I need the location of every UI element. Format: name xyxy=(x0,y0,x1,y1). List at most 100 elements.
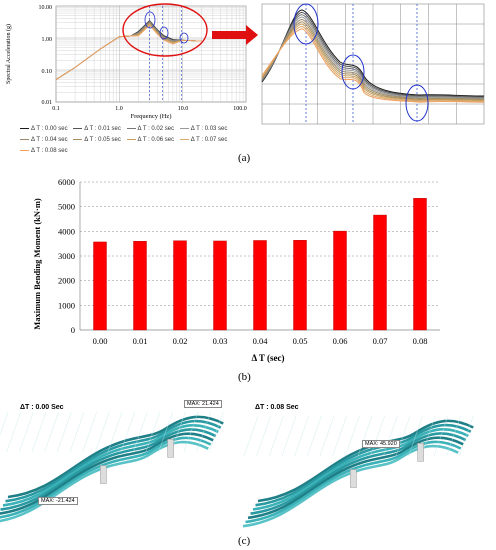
panel-b-label: (b) xyxy=(238,371,251,383)
bar-xticks: 0.00 0.01 0.02 0.03 0.04 0.05 0.06 0.07 0.08 xyxy=(93,336,428,346)
cross-beam xyxy=(120,411,135,453)
zoomed-spectrum-plot xyxy=(261,3,485,125)
bar-0.04 xyxy=(253,240,267,331)
bridge-model-right xyxy=(242,415,474,528)
legend-item: Δ T : 0.00 sec xyxy=(20,124,68,135)
zoom-region-circle xyxy=(122,3,208,57)
bar-ytick-label: 6000 xyxy=(58,177,75,187)
pier xyxy=(417,443,424,462)
cross-beam xyxy=(44,411,59,453)
ytick-01: 0.10 xyxy=(42,69,53,75)
girder xyxy=(252,427,469,511)
bar-yticks: 0 1000 2000 3000 4000 5000 6000 xyxy=(58,177,75,335)
bar-0.07 xyxy=(373,214,387,331)
girder xyxy=(245,440,462,524)
bar-xtick-label: 0.00 xyxy=(93,336,108,346)
legend-label: Δ T : 0.00 sec xyxy=(31,126,68,132)
panel-a-label: (a) xyxy=(238,152,251,164)
cross-beam xyxy=(107,411,123,453)
zoom-peak-marker-1 xyxy=(293,3,319,45)
cross-beam xyxy=(196,411,211,453)
left-min-label: MAX: -21.424 xyxy=(38,497,78,505)
xtick-0.1: 0.1 xyxy=(52,106,60,112)
spectrum-legend: Δ T : 0.00 sec Δ T : 0.01 sec Δ T : 0.02… xyxy=(20,124,260,157)
zoom-arrow-icon xyxy=(212,25,258,45)
ytick-10: 10.00 xyxy=(39,5,53,11)
bar-0.03 xyxy=(213,240,227,331)
pier xyxy=(167,439,174,458)
cross-beam xyxy=(408,415,423,457)
bar-xtick-label: 0.02 xyxy=(173,336,188,346)
girder xyxy=(242,444,459,528)
legend-label: Δ T : 0.04 sec xyxy=(31,137,68,143)
left-model-title: ΔT : 0.00 Sec xyxy=(20,404,64,411)
legend-item: Δ T : 0.01 sec xyxy=(73,124,121,135)
bar-ytick-label: 3000 xyxy=(58,251,75,261)
zoom-grid xyxy=(262,4,484,124)
legend-label: Δ T : 0.05 sec xyxy=(84,137,121,143)
zoom-peak-marker-2 xyxy=(341,54,365,90)
peak-marker-3 xyxy=(179,32,189,44)
bridge-model-left xyxy=(0,411,224,523)
legend-label: Δ T : 0.03 sec xyxy=(190,126,228,132)
cross-beam xyxy=(56,411,72,453)
xtick-1: 1.0 xyxy=(115,106,123,112)
bar-ytick-label: 4000 xyxy=(58,226,75,236)
cross-beam xyxy=(158,411,173,453)
legend-item: Δ T : 0.05 sec xyxy=(73,135,121,146)
cross-beam xyxy=(332,415,347,457)
legend-swatch xyxy=(20,138,29,140)
spectrum-ylabel: Spectral Acceleration (g) xyxy=(5,24,12,84)
spectrum-series-line xyxy=(55,24,202,80)
cross-beam xyxy=(433,415,449,457)
bar-0.08 xyxy=(413,198,427,331)
xtick-100: 100.0 xyxy=(233,106,247,112)
girder xyxy=(7,415,224,499)
spectrum-lines xyxy=(55,20,202,80)
cross-beam xyxy=(6,411,21,453)
cross-beam xyxy=(82,411,97,453)
bar-xtick-label: 0.05 xyxy=(293,336,308,346)
cross-beam xyxy=(382,415,398,457)
bar-bars xyxy=(93,198,427,331)
spectrum-plot xyxy=(55,3,247,103)
girder xyxy=(0,440,209,523)
girder xyxy=(250,432,467,515)
bar-0.00 xyxy=(93,241,107,331)
right-max-label: MAX: 45.920 xyxy=(362,440,400,448)
girder xyxy=(2,423,219,507)
legend-swatch xyxy=(20,149,29,151)
pier xyxy=(350,469,357,488)
girder xyxy=(0,428,217,511)
bar-ytick-label: 5000 xyxy=(58,202,75,212)
cross-beam xyxy=(243,415,259,457)
bar-xtick-label: 0.01 xyxy=(133,336,148,346)
legend-swatch xyxy=(179,127,189,129)
right-model-title: ΔT : 0.08 Sec xyxy=(255,404,299,411)
legend-item: Δ T : 0.07 sec xyxy=(179,135,227,146)
legend-swatch xyxy=(20,127,29,129)
legend-item: Δ T : 0.02 sec xyxy=(126,124,175,135)
spectrum-xlabel: Frequency (Hz) xyxy=(131,113,172,120)
cross-beam xyxy=(0,411,9,436)
xtick-10: 10.0 xyxy=(178,106,189,112)
bar-xtick-label: 0.07 xyxy=(373,336,388,346)
peak-marker-2 xyxy=(159,26,169,40)
cross-beam xyxy=(319,415,335,457)
zoom-series-line xyxy=(261,14,485,99)
cross-beam xyxy=(344,415,360,457)
legend-item: Δ T : 0.04 sec xyxy=(20,135,68,146)
girder xyxy=(5,419,222,503)
pier xyxy=(100,465,107,484)
legend-swatch xyxy=(126,138,136,140)
legend-label: Δ T : 0.02 sec xyxy=(137,126,175,132)
bar-xtick-label: 0.04 xyxy=(253,336,269,346)
bar-xtick-label: 0.06 xyxy=(333,336,348,346)
legend-swatch xyxy=(179,138,189,140)
bar-ylabel: Maximum Bending Moment (kN·m) xyxy=(32,198,42,330)
legend-item: Δ T : 0.03 sec xyxy=(179,124,228,135)
cross-beam xyxy=(458,415,474,457)
girder xyxy=(247,436,464,520)
bar-ytick-label: 1000 xyxy=(58,300,75,310)
cross-beam xyxy=(145,411,161,453)
